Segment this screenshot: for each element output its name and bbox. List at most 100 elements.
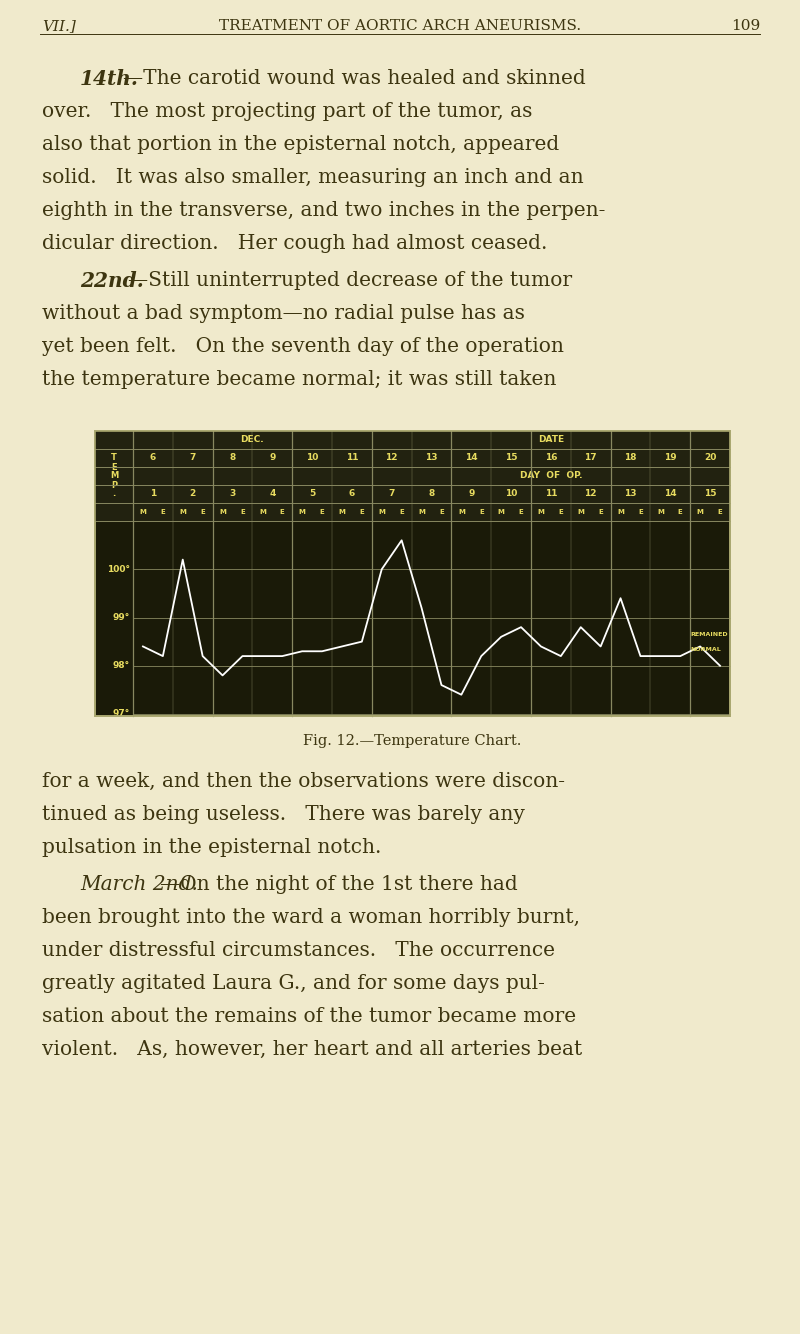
Text: dicular direction.   Her cough had almost ceased.: dicular direction. Her cough had almost … [42,233,547,253]
Text: 22nd.: 22nd. [80,271,144,291]
Text: 2: 2 [190,490,196,499]
Text: E: E [678,510,682,515]
Text: 15: 15 [704,490,716,499]
Text: E: E [200,510,205,515]
Text: tinued as being useless.   There was barely any: tinued as being useless. There was barel… [42,804,525,824]
Text: M: M [179,510,186,515]
Text: NORMAL: NORMAL [690,647,721,651]
Text: 15: 15 [505,454,518,463]
Text: March 2nd.: March 2nd. [80,875,198,894]
Text: E: E [479,510,484,515]
Text: 4: 4 [269,490,275,499]
Text: 12: 12 [386,454,398,463]
Text: 5: 5 [309,490,315,499]
Text: also that portion in the episternal notch, appeared: also that portion in the episternal notc… [42,135,559,153]
Text: E: E [399,510,404,515]
Text: 6: 6 [349,490,355,499]
Text: M: M [657,510,664,515]
Text: 8: 8 [428,490,434,499]
Text: 97°: 97° [113,710,130,719]
Text: M: M [139,510,146,515]
Text: 12: 12 [585,490,597,499]
Text: DEC.: DEC. [241,435,264,444]
Text: 98°: 98° [113,662,130,670]
Text: 11: 11 [545,490,557,499]
Text: E: E [240,510,245,515]
Text: DATE: DATE [538,435,564,444]
Text: 14: 14 [664,490,677,499]
Text: M: M [697,510,703,515]
Text: M: M [578,510,584,515]
Text: M: M [538,510,544,515]
Text: 9: 9 [269,454,275,463]
Text: M: M [378,510,385,515]
Text: 1: 1 [150,490,156,499]
Text: M: M [110,471,118,480]
Text: 109: 109 [730,19,760,33]
Text: over.   The most projecting part of the tumor, as: over. The most projecting part of the tu… [42,101,532,121]
Text: 99°: 99° [113,614,130,622]
Text: without a bad symptom—no radial pulse has as: without a bad symptom—no radial pulse ha… [42,304,525,323]
Text: 6: 6 [150,454,156,463]
Text: 10: 10 [505,490,518,499]
Text: .: . [112,490,116,499]
Text: —The carotid wound was healed and skinned: —The carotid wound was healed and skinne… [123,69,586,88]
Text: under distressful circumstances.   The occurrence: under distressful circumstances. The occ… [42,940,555,960]
Text: sation about the remains of the tumor became more: sation about the remains of the tumor be… [42,1007,576,1026]
Text: DAY  OF  OP.: DAY OF OP. [520,471,582,480]
Text: E: E [439,510,444,515]
Text: E: E [359,510,364,515]
Text: violent.   As, however, her heart and all arteries beat: violent. As, however, her heart and all … [42,1041,582,1059]
Text: eighth in the transverse, and two inches in the perpen-: eighth in the transverse, and two inches… [42,201,606,220]
Text: 13: 13 [624,490,637,499]
Text: —On the night of the 1st there had: —On the night of the 1st there had [160,875,518,894]
Text: 14: 14 [465,454,478,463]
Text: —Still uninterrupted decrease of the tumor: —Still uninterrupted decrease of the tum… [128,271,572,289]
Text: 18: 18 [624,454,637,463]
Text: E: E [320,510,325,515]
Text: E: E [161,510,166,515]
Text: been brought into the ward a woman horribly burnt,: been brought into the ward a woman horri… [42,908,580,927]
Bar [95,431,730,522]
Text: M: M [498,510,505,515]
Text: E: E [518,510,523,515]
Text: 9: 9 [468,490,474,499]
Text: M: M [219,510,226,515]
Text: E: E [598,510,603,515]
Text: T: T [111,454,117,463]
Text: 7: 7 [190,454,196,463]
Text: VII.]: VII.] [42,19,76,33]
Text: 20: 20 [704,454,716,463]
Bar [95,431,730,716]
Text: 10: 10 [306,454,318,463]
Text: E: E [558,510,563,515]
Text: M: M [338,510,346,515]
Text: the temperature became normal; it was still taken: the temperature became normal; it was st… [42,370,556,390]
Text: M: M [298,510,306,515]
Text: M: M [458,510,465,515]
Text: P: P [111,480,117,490]
Text: Fig. 12.—Temperature Chart.: Fig. 12.—Temperature Chart. [303,734,522,748]
Text: REMAINED: REMAINED [690,631,728,636]
Text: 17: 17 [584,454,597,463]
Text: 8: 8 [230,454,236,463]
Text: 13: 13 [426,454,438,463]
Text: E: E [638,510,643,515]
Text: 19: 19 [664,454,677,463]
Text: 100°: 100° [107,564,130,574]
Text: M: M [418,510,425,515]
Text: E: E [111,463,117,471]
Text: for a week, and then the observations were discon-: for a week, and then the observations we… [42,772,565,791]
Text: 16: 16 [545,454,557,463]
Text: 3: 3 [230,490,236,499]
Text: pulsation in the episternal notch.: pulsation in the episternal notch. [42,838,382,856]
Text: M: M [259,510,266,515]
Text: 14th.: 14th. [80,69,139,89]
Text: E: E [280,510,285,515]
Text: M: M [617,510,624,515]
Text: yet been felt.   On the seventh day of the operation: yet been felt. On the seventh day of the… [42,338,564,356]
Text: solid.   It was also smaller, measuring an inch and an: solid. It was also smaller, measuring an… [42,168,584,187]
Text: 7: 7 [389,490,395,499]
Text: E: E [718,510,722,515]
Text: TREATMENT OF AORTIC ARCH ANEURISMS.: TREATMENT OF AORTIC ARCH ANEURISMS. [219,19,581,33]
